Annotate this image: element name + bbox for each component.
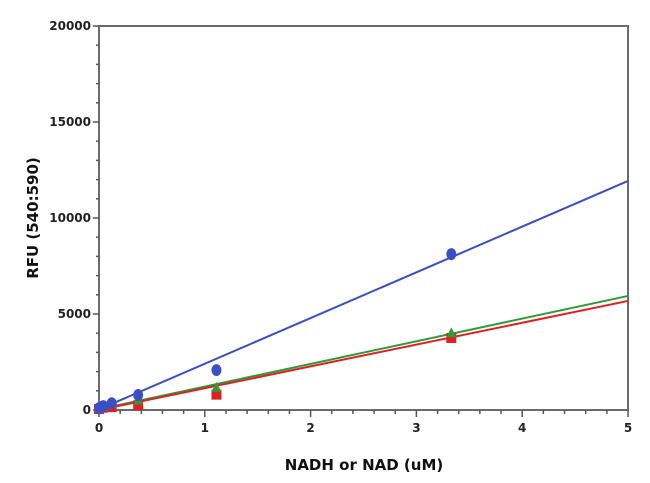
y-tick-label: 5000	[58, 307, 91, 321]
fit-line-red	[98, 299, 629, 411]
x-tick-label: 1	[201, 421, 209, 435]
x-tick-label: 5	[624, 421, 632, 435]
data-point-green	[446, 327, 457, 338]
x-tick-label: 4	[518, 421, 526, 435]
data-points	[94, 248, 457, 415]
x-axis: 0 1 2 3 4 5	[95, 410, 632, 435]
x-axis-title: NADH or NAD (uM)	[285, 456, 443, 474]
fit-lines	[98, 180, 629, 411]
y-axis-title: RFU (540:590)	[24, 157, 42, 279]
data-point-red	[133, 400, 144, 411]
data-point-blue	[211, 364, 222, 377]
fit-line-green	[98, 294, 629, 411]
data-point-blue	[133, 389, 144, 402]
x-tick-label: 0	[95, 421, 103, 435]
y-tick-label: 20000	[49, 19, 91, 33]
data-point-red	[211, 389, 222, 400]
data-point-blue	[98, 400, 109, 413]
data-point-green	[211, 381, 222, 392]
x-tick-label: 3	[412, 421, 420, 435]
data-point-red	[446, 333, 457, 343]
x-tick-label: 2	[306, 421, 314, 435]
data-point-blue	[446, 248, 457, 261]
y-tick-label: 15000	[49, 115, 91, 129]
y-tick-label: 10000	[49, 211, 91, 225]
y-axis: 0 5000 10000 15000 20000	[49, 19, 99, 417]
data-point-blue	[106, 397, 117, 410]
fit-line-blue	[98, 180, 629, 411]
y-tick-label: 0	[83, 403, 91, 417]
